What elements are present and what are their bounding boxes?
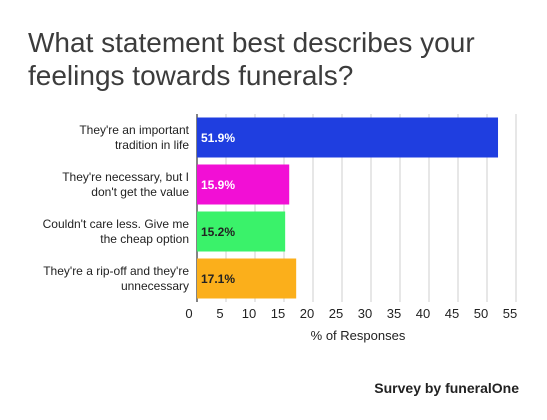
x-tick-label: 35 bbox=[387, 306, 401, 321]
bar bbox=[197, 117, 499, 158]
chart-title: What statement best describes your feeli… bbox=[28, 26, 538, 92]
x-axis-label: % of Responses bbox=[311, 328, 406, 343]
bar bbox=[197, 164, 290, 205]
chart-title-line-2: feelings towards funerals? bbox=[28, 60, 354, 91]
category-label: They're an important tradition in life bbox=[79, 123, 189, 152]
x-tick-label: 15 bbox=[271, 306, 285, 321]
bar bbox=[197, 211, 286, 252]
data-label: 15.9% bbox=[201, 178, 235, 192]
x-tick-label: 50 bbox=[474, 306, 488, 321]
chart-title-line-1: What statement best describes your bbox=[28, 27, 475, 58]
category-label-line: They're necessary, but I bbox=[62, 170, 189, 184]
category-label-line: They're a rip-off and they're bbox=[43, 264, 189, 278]
category-label-line: They're an important bbox=[79, 123, 189, 137]
category-label-line: Couldn't care less. Give me bbox=[43, 217, 190, 231]
category-label-line: the cheap option bbox=[100, 232, 189, 246]
x-tick-label: 30 bbox=[358, 306, 372, 321]
category-label-line: tradition in life bbox=[115, 138, 189, 152]
x-tick-label: 55 bbox=[503, 306, 517, 321]
category-label-line: don't get the value bbox=[91, 185, 189, 199]
category-label: Couldn't care less. Give me the cheap opt… bbox=[43, 217, 190, 246]
data-label: 51.9% bbox=[201, 131, 235, 145]
category-label: They're a rip-off and they're unnecessary bbox=[43, 264, 189, 293]
data-label: 17.1% bbox=[201, 272, 235, 286]
data-label: 15.2% bbox=[201, 225, 235, 239]
source-credit: Survey by funeralOne bbox=[374, 380, 519, 396]
category-label-line: unnecessary bbox=[121, 279, 189, 293]
x-tick-label: 45 bbox=[445, 306, 459, 321]
x-tick-label: 40 bbox=[416, 306, 430, 321]
x-tick-label: 25 bbox=[329, 306, 343, 321]
x-tick-label: 10 bbox=[242, 306, 256, 321]
x-tick-label: 20 bbox=[300, 306, 314, 321]
bar bbox=[197, 258, 297, 299]
x-tick-label: 0 bbox=[185, 306, 192, 321]
x-tick-label: 5 bbox=[216, 306, 223, 321]
